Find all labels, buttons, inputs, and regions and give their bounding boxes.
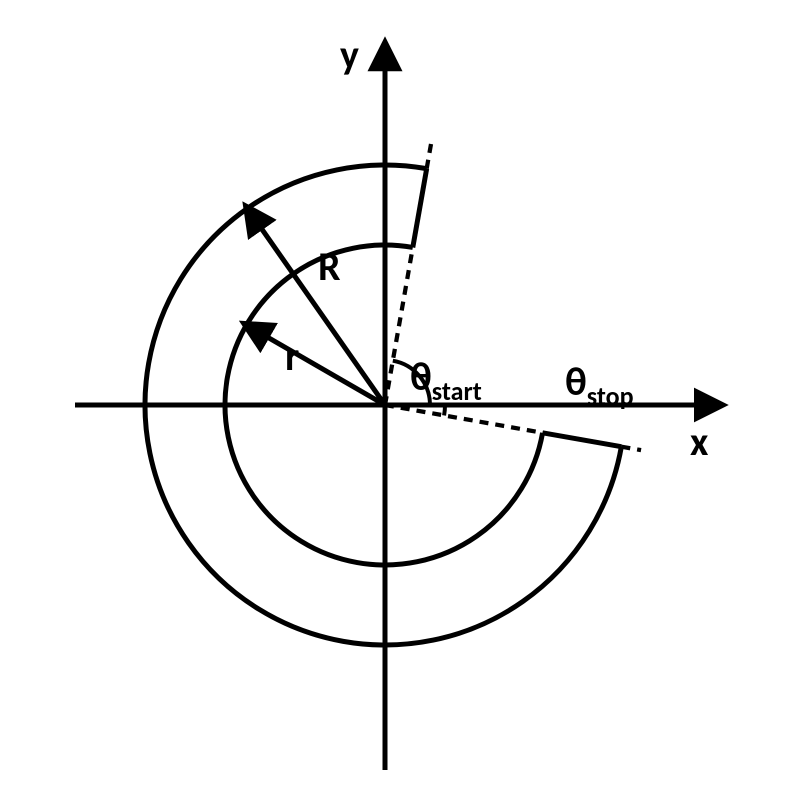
theta-stop-label: θstop [565,357,634,412]
inner-radius-label: r [285,332,299,381]
outer-radius-arrow [247,208,385,405]
ring-sector-diagram: x y R r θstart θstop [0,0,803,803]
ring-cap-stop [543,433,622,447]
inner-radius-arrow [246,325,385,405]
theta-start-label: θstart [410,352,482,407]
x-axis-label: x [690,417,709,466]
ring-cap-start [413,169,427,248]
outer-radius-label: R [318,242,341,291]
y-axis-label: y [340,30,359,79]
